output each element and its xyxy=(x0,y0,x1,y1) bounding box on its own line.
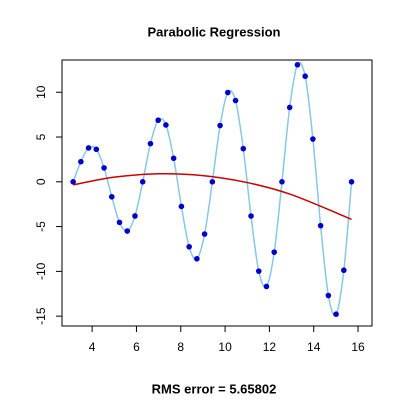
point xyxy=(186,243,192,250)
point xyxy=(139,179,146,185)
y-tick-label: -5 xyxy=(34,221,48,232)
point xyxy=(294,62,301,68)
x-tick-label: 4 xyxy=(89,340,96,354)
y-tick-label: 5 xyxy=(34,133,48,140)
point xyxy=(147,140,154,147)
point xyxy=(132,213,138,219)
point xyxy=(194,255,200,262)
point xyxy=(248,213,254,219)
point xyxy=(124,228,131,234)
point xyxy=(85,145,92,151)
point xyxy=(232,97,239,104)
point xyxy=(279,179,285,185)
point xyxy=(170,155,177,162)
y-tick-label: 10 xyxy=(34,85,48,99)
point xyxy=(108,193,115,200)
point xyxy=(317,222,324,229)
point xyxy=(70,179,76,185)
point xyxy=(201,231,208,237)
x-tick-label: 6 xyxy=(133,340,140,354)
x-tick-label: 16 xyxy=(351,340,365,354)
point xyxy=(255,268,262,274)
point xyxy=(93,146,100,153)
point xyxy=(209,179,216,185)
point xyxy=(302,73,308,80)
y-tick-label: -15 xyxy=(34,307,48,325)
x-tick-label: 8 xyxy=(177,340,184,354)
point xyxy=(341,267,347,274)
y-tick-label: -10 xyxy=(34,262,48,280)
point xyxy=(240,145,247,152)
fit-curve xyxy=(72,172,352,221)
x-tick-label: 12 xyxy=(263,340,277,354)
x-axis-label: RMS error = 5.65802 xyxy=(152,381,277,396)
point xyxy=(225,89,231,96)
point xyxy=(155,117,161,124)
x-tick-label: 14 xyxy=(307,340,321,354)
point xyxy=(348,179,355,185)
point xyxy=(78,158,84,165)
y-tick-label: 0 xyxy=(34,178,48,185)
point xyxy=(101,165,107,171)
point xyxy=(116,219,123,226)
point xyxy=(325,292,332,299)
x-tick-label: 10 xyxy=(218,340,232,354)
chart-title: Parabolic Regression xyxy=(148,24,281,39)
plot-frame xyxy=(61,59,373,327)
point xyxy=(286,104,293,111)
point xyxy=(271,249,278,255)
point xyxy=(310,136,316,142)
point xyxy=(163,122,169,128)
point xyxy=(333,311,339,317)
point xyxy=(178,203,185,210)
point xyxy=(263,283,270,290)
point xyxy=(217,122,223,129)
